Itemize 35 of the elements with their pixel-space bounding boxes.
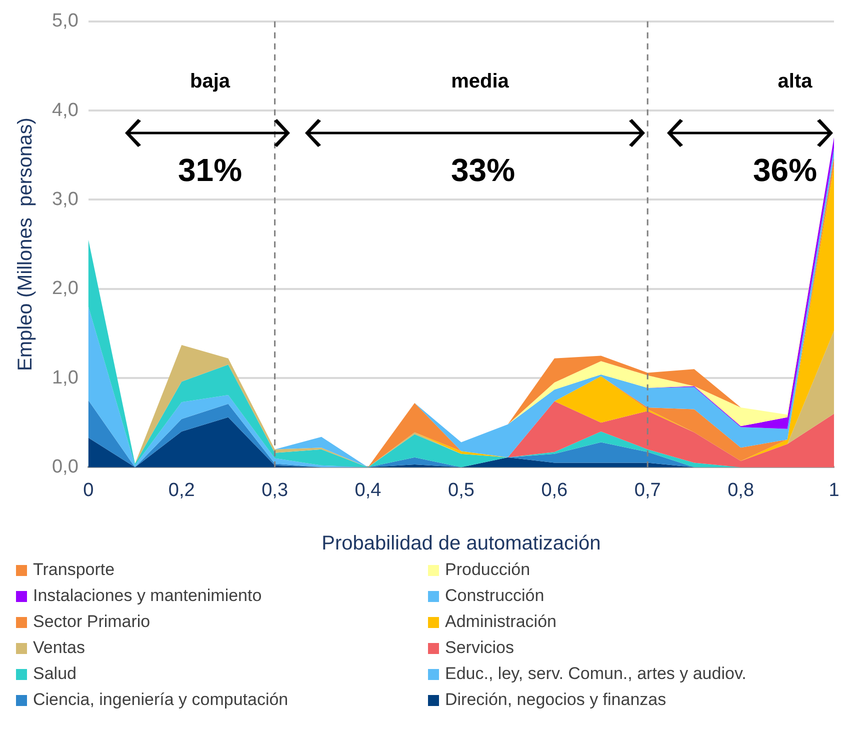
annotation: baja bbox=[190, 70, 231, 93]
annotation: 31% bbox=[178, 152, 242, 188]
annotation: 36% bbox=[752, 152, 818, 188]
y-axis-title: Empleo (Millones personas) bbox=[14, 118, 37, 372]
x-tick-label: 0,7 bbox=[634, 480, 661, 501]
legend-label: Direción, negocios y finanzas bbox=[445, 690, 666, 710]
annotation: 33% bbox=[450, 152, 516, 188]
y-tick-label: 3,0 bbox=[52, 188, 78, 210]
y-tick-label: 4,0 bbox=[52, 100, 78, 121]
legend-label: Sector Primario bbox=[33, 612, 150, 632]
y-tick-label: 2,0 bbox=[52, 278, 78, 300]
legend-label: Educ., ley, serv. Comun., artes y audiov. bbox=[445, 664, 746, 684]
x-tick-label: 0,8 bbox=[728, 480, 754, 501]
y-tick-label: 5,0 bbox=[52, 10, 78, 32]
annotation: media bbox=[451, 70, 510, 93]
y-tick-label: 0,0 bbox=[52, 456, 78, 478]
x-tick-label: 0,4 bbox=[354, 480, 382, 501]
legend-label: Administración bbox=[445, 612, 556, 632]
legend-label: Ciencia, ingeniería y computación bbox=[33, 690, 288, 710]
x-tick-label: 0,5 bbox=[448, 480, 474, 501]
x-tick-label: 0,6 bbox=[541, 480, 568, 501]
legend-label: Construcción bbox=[445, 586, 544, 606]
legend-label: Producción bbox=[445, 560, 530, 580]
legend-label: Servicios bbox=[445, 638, 514, 658]
x-tick-label: 0,2 bbox=[168, 480, 195, 501]
legend-label: Instalaciones y mantenimiento bbox=[33, 586, 262, 606]
legend-label: Transporte bbox=[33, 560, 115, 580]
y-tick-label: 1,0 bbox=[52, 367, 78, 388]
x-tick-label: 0,3 bbox=[262, 480, 288, 501]
x-axis-title: Probabilidad de automatización bbox=[322, 532, 601, 555]
x-tick-label: 1 bbox=[828, 480, 840, 501]
annotation: alta bbox=[778, 70, 814, 93]
legend-label: Ventas bbox=[33, 638, 85, 658]
legend-label: Salud bbox=[33, 664, 76, 684]
x-tick-label: 0 bbox=[83, 480, 94, 501]
